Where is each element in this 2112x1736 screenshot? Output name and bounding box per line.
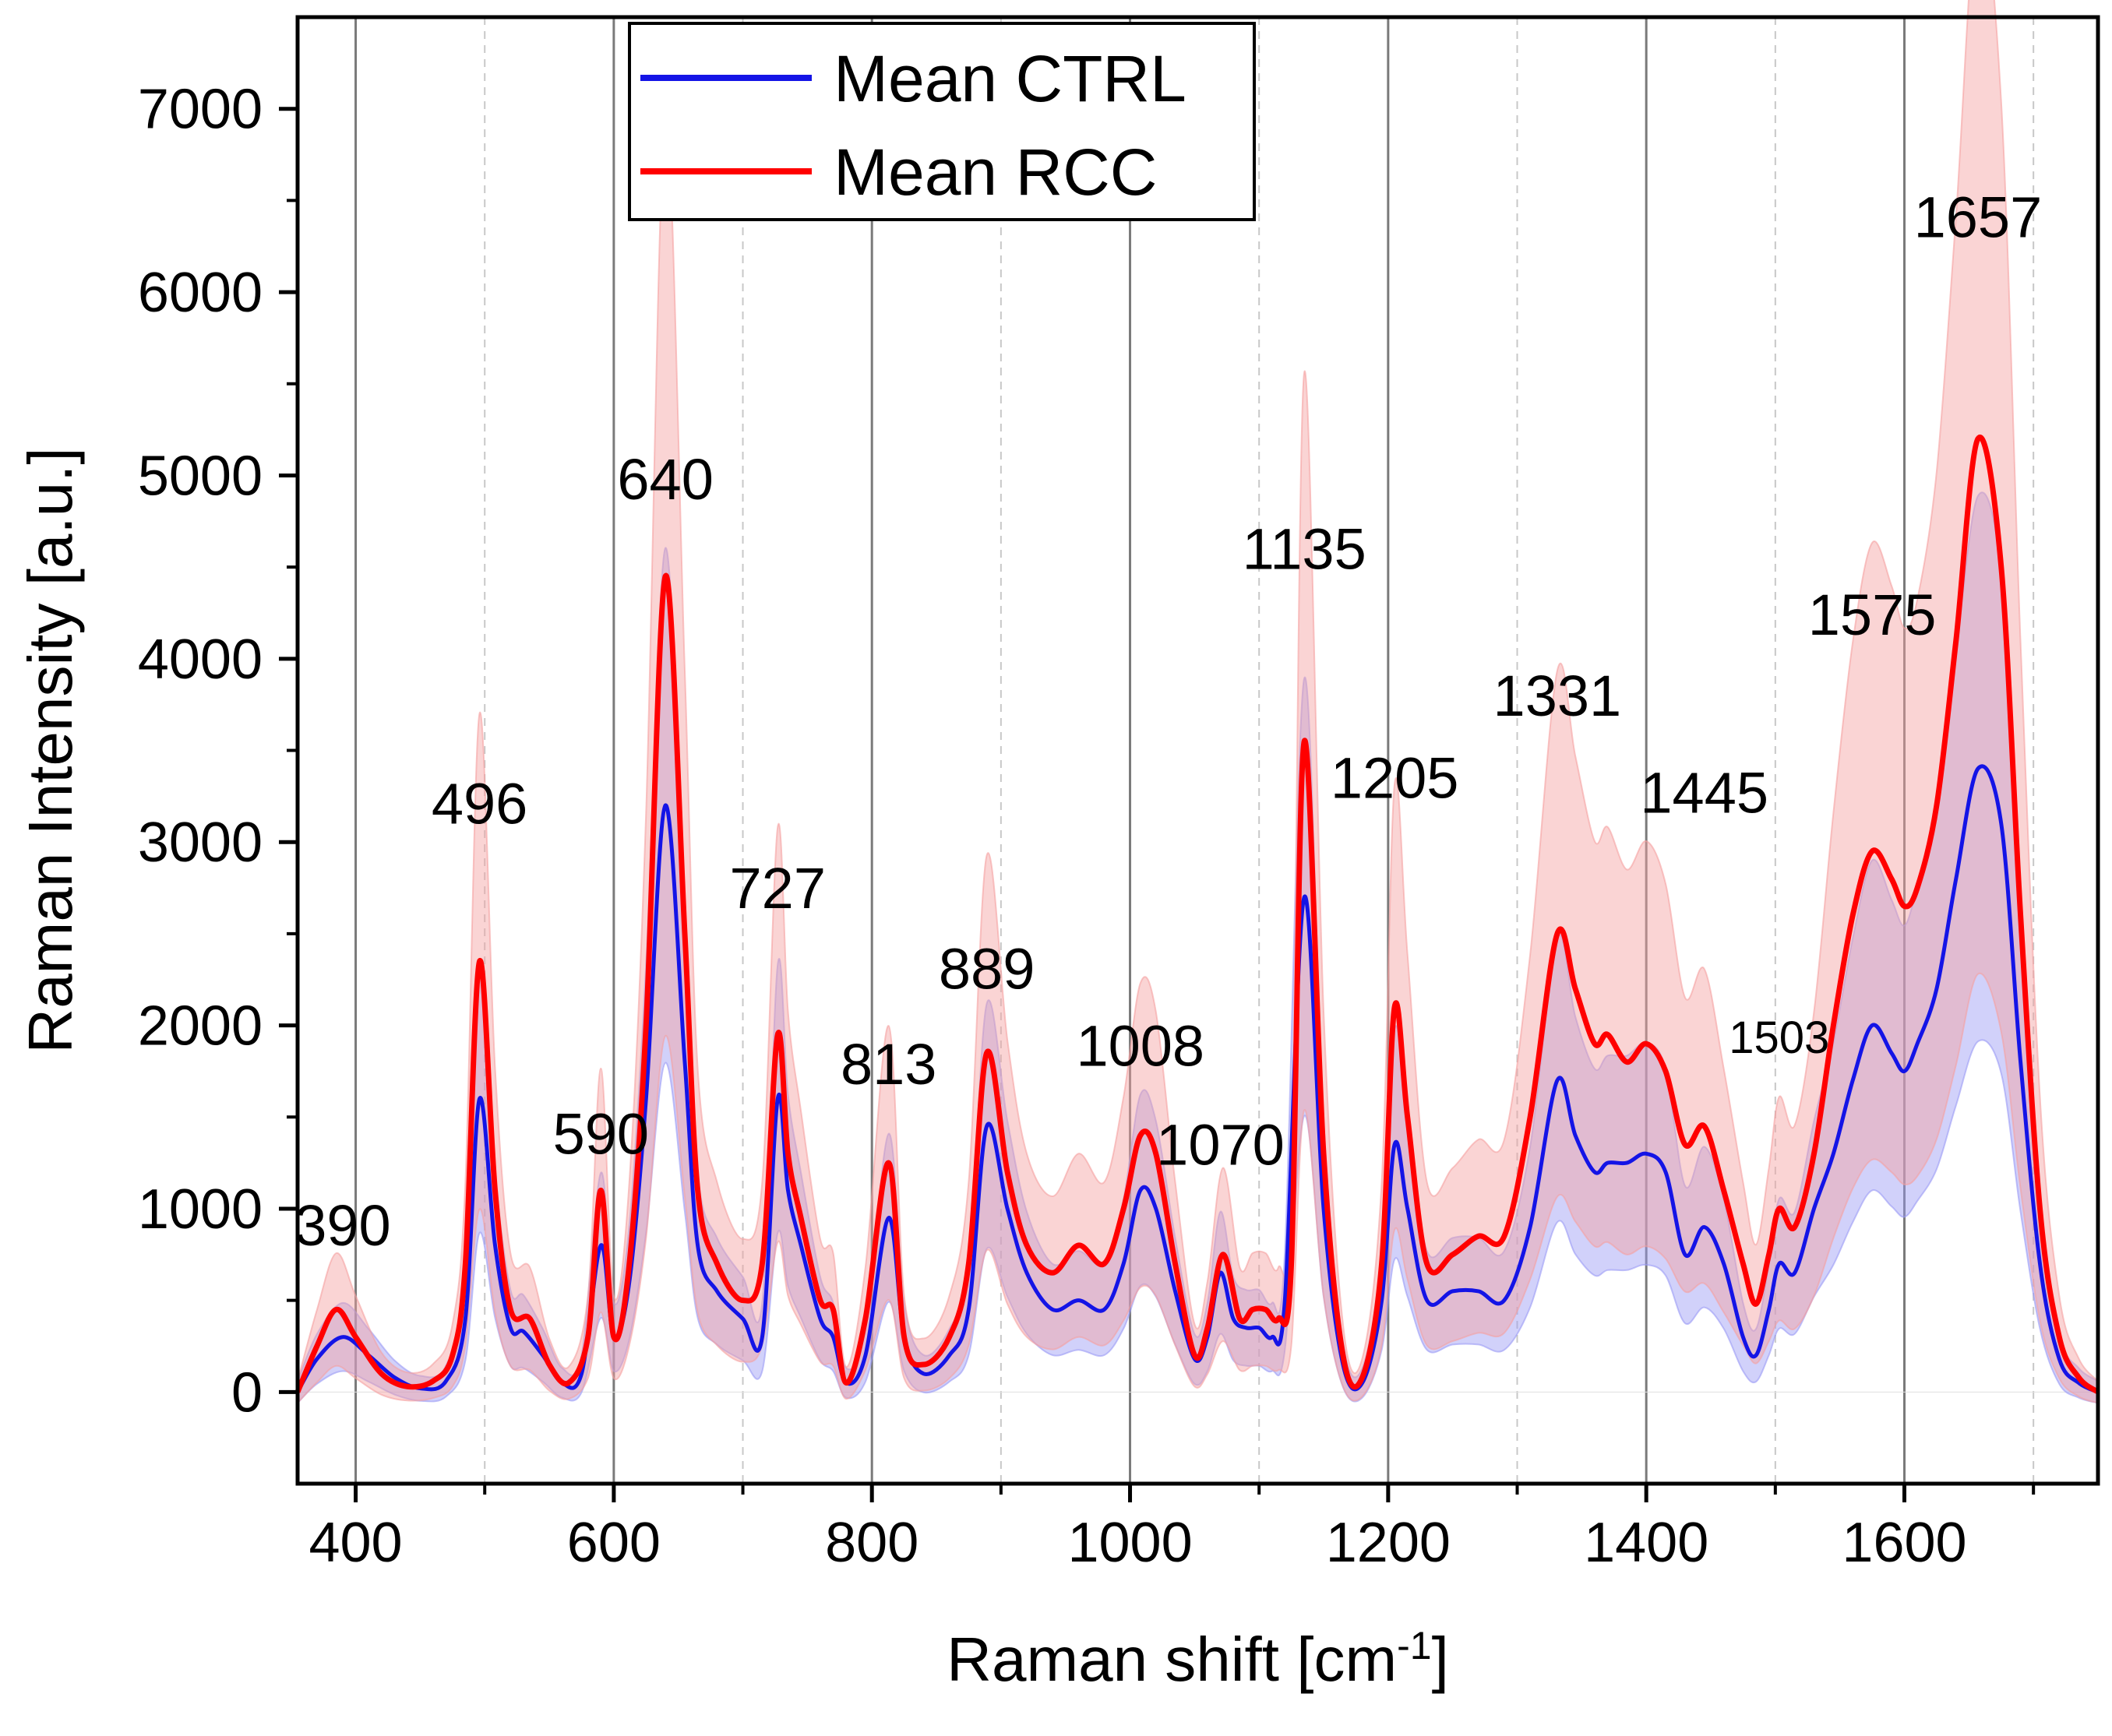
peak-label-1445: 1445 (1640, 761, 1768, 826)
y-tick-label: 4000 (138, 629, 263, 691)
x-tick-label: 1600 (1842, 1512, 1966, 1574)
y-axis-title: Raman Intensity [a.u.] (16, 447, 85, 1053)
rcc-mean-line (294, 434, 2100, 1395)
peak-label-889: 889 (939, 936, 1035, 1001)
y-tick-label: 1000 (138, 1178, 263, 1241)
x-tick-label: 600 (567, 1512, 661, 1574)
y-tick-label: 3000 (138, 812, 263, 874)
y-tick-label: 2000 (138, 995, 263, 1058)
x-tick-label: 800 (825, 1512, 918, 1574)
peak-label-1135: 1135 (1243, 516, 1366, 581)
peak-label-727: 727 (730, 856, 826, 921)
peak-label-1657: 1657 (1914, 185, 2043, 249)
x-tick-label: 1200 (1326, 1512, 1451, 1574)
peak-label-1070: 1070 (1156, 1112, 1285, 1177)
peak-label-640: 640 (617, 447, 713, 512)
x-axis-title: Raman shift [cm-1] (947, 1624, 1449, 1694)
legend-label-ctrl: Mean CTRL (834, 42, 1186, 115)
x-tick-label: 400 (309, 1512, 402, 1574)
grid-lines (298, 17, 2098, 1484)
peak-label-813: 813 (841, 1032, 936, 1097)
peak-label-390: 390 (294, 1193, 390, 1258)
legend-box (628, 22, 1256, 221)
peak-label-590: 590 (553, 1101, 649, 1166)
legend-label-rcc: Mean RCC (834, 136, 1157, 209)
y-tick-label: 7000 (138, 79, 263, 141)
peak-label-496: 496 (432, 772, 527, 836)
legend: Mean CTRL Mean RCC (628, 22, 1256, 221)
peak-label-1575: 1575 (1808, 583, 1937, 647)
peak-label-1503: 1503 (1729, 1012, 1829, 1063)
peak-label-1205: 1205 (1331, 746, 1459, 811)
peak-label-1331: 1331 (1493, 664, 1622, 728)
peak-label-1008: 1008 (1076, 1013, 1204, 1078)
x-tick-label: 1000 (1067, 1512, 1192, 1574)
y-tick-label: 6000 (138, 262, 263, 324)
mean-lines (294, 434, 2100, 1395)
axis-ticks: 400 600 800 1000 1200 1400 1600 0 1000 2000 3000 40… (138, 79, 2036, 1574)
y-tick-label: 5000 (138, 445, 263, 507)
rcc-error-band (297, 0, 2099, 1405)
y-tick-label: 0 (231, 1361, 263, 1424)
x-tick-label: 1400 (1584, 1512, 1708, 1574)
